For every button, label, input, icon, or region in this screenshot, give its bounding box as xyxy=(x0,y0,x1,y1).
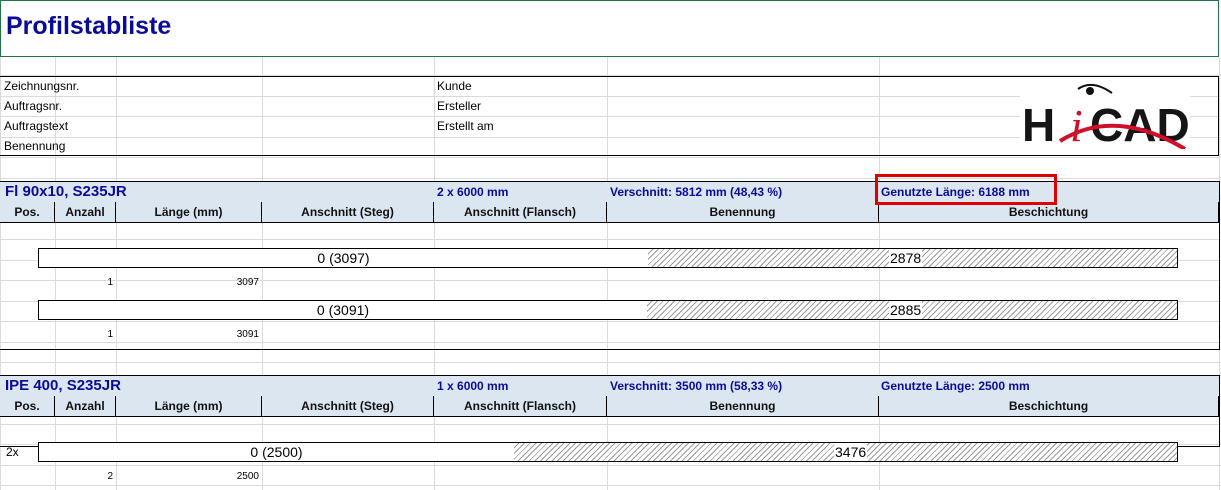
column-header-row: Pos. Anzahl Länge (mm) Anschnitt (Steg) Ansc… xyxy=(0,396,1219,417)
cut-bar: 0 (3097) 2878 xyxy=(38,248,1178,268)
gridline xyxy=(0,75,1221,76)
used-segment: 0 (3097) xyxy=(39,249,649,267)
gridline xyxy=(607,57,608,490)
column-header[interactable]: Länge (mm) xyxy=(116,202,262,222)
column-header[interactable]: Anschnitt (Flansch) xyxy=(434,202,607,222)
count-cell: 2 xyxy=(107,471,113,482)
label-auftragstext: Auftragstext xyxy=(4,119,69,133)
gridline xyxy=(116,57,117,490)
column-header[interactable]: Anschnitt (Steg) xyxy=(262,202,434,222)
gridline xyxy=(262,57,263,490)
label-kunde: Kunde xyxy=(437,79,472,93)
stock-count: 2 x 6000 mm xyxy=(437,185,509,199)
profile-name: Fl 90x10, S235JR xyxy=(5,183,127,200)
label-zeichnungsnr: Zeichnungsnr. xyxy=(4,79,80,93)
gridline xyxy=(0,485,1221,486)
column-header[interactable]: Benennung xyxy=(607,202,879,222)
waste-label: 2878 xyxy=(889,249,923,267)
gridline xyxy=(0,116,1221,117)
column-header[interactable]: Beschichtung xyxy=(879,202,1219,222)
gridline xyxy=(0,178,1221,179)
label-ersteller: Ersteller xyxy=(437,99,482,113)
label-benennung: Benennung xyxy=(4,139,66,153)
column-header[interactable]: Pos. xyxy=(0,396,55,416)
svg-text:i: i xyxy=(1070,100,1083,149)
title-cell[interactable] xyxy=(0,0,1219,57)
hicad-logo: H i CAD xyxy=(1020,79,1190,151)
gridline xyxy=(0,157,1221,158)
section-header: Fl 90x10, S235JR 2 x 6000 mm Verschnitt:… xyxy=(0,181,1219,204)
waste-label: 2885 xyxy=(889,301,923,319)
length-cell: 3097 xyxy=(236,277,259,288)
waste-label: 3476 xyxy=(834,443,868,461)
gridline xyxy=(0,57,1,490)
column-header[interactable]: Pos. xyxy=(0,202,55,222)
gridline xyxy=(0,280,1221,281)
gridline xyxy=(0,362,1221,363)
column-header[interactable]: Beschichtung xyxy=(879,396,1219,416)
length-cell: 2500 xyxy=(236,471,259,482)
count-cell: 1 xyxy=(107,329,113,340)
gridline xyxy=(879,57,880,490)
section xyxy=(0,181,1220,350)
used-length: Genutzte Länge: 2500 mm xyxy=(881,379,1030,393)
gridline xyxy=(0,342,1221,343)
gridline xyxy=(0,321,1221,322)
gridline xyxy=(0,96,1221,97)
waste-total: Verschnitt: 5812 mm (48,43 %) xyxy=(610,185,783,199)
stock-count: 1 x 6000 mm xyxy=(437,379,509,393)
column-header[interactable]: Anzahl xyxy=(55,202,116,222)
highlight-box xyxy=(875,174,1057,205)
column-header[interactable]: Anzahl xyxy=(55,396,116,416)
svg-text:H: H xyxy=(1022,99,1055,149)
waste-total: Verschnitt: 3500 mm (58,33 %) xyxy=(610,379,783,393)
used-segment: 0 (2500) xyxy=(39,443,515,461)
label-auftragsnr: Auftragsnr. xyxy=(4,99,63,113)
info-block: Zeichnungsnr. Auftragsnr. Auftragstext B… xyxy=(0,76,1219,156)
gridline xyxy=(0,465,1221,466)
column-header-row: Pos. Anzahl Länge (mm) Anschnitt (Steg) Ansc… xyxy=(0,202,1219,223)
cut-bar: 0 (3091) 2885 xyxy=(38,300,1178,320)
page-title: Profilstabliste xyxy=(6,12,172,40)
count-cell: 1 xyxy=(107,277,113,288)
cut-bar: 0 (2500) 3476 xyxy=(38,442,1178,462)
column-header[interactable]: Anschnitt (Flansch) xyxy=(434,396,607,416)
bar-prefix: 2x xyxy=(6,445,19,459)
profile-name: IPE 400, S235JR xyxy=(5,377,121,394)
gridline xyxy=(0,137,1221,138)
used-segment: 0 (3091) xyxy=(39,301,648,319)
gridline xyxy=(0,239,1221,240)
used-length: Genutzte Länge: 6188 mm xyxy=(881,185,1030,199)
column-header[interactable]: Benennung xyxy=(607,396,879,416)
length-cell: 3091 xyxy=(236,329,259,340)
gridline xyxy=(434,57,435,490)
label-erstellt-am: Erstellt am xyxy=(437,119,494,133)
section-header: IPE 400, S235JR 1 x 6000 mm Verschnitt: … xyxy=(0,375,1219,398)
column-header[interactable]: Länge (mm) xyxy=(116,396,262,416)
gridline xyxy=(0,424,1221,425)
column-header[interactable]: Anschnitt (Steg) xyxy=(262,396,434,416)
gridline xyxy=(55,57,56,490)
